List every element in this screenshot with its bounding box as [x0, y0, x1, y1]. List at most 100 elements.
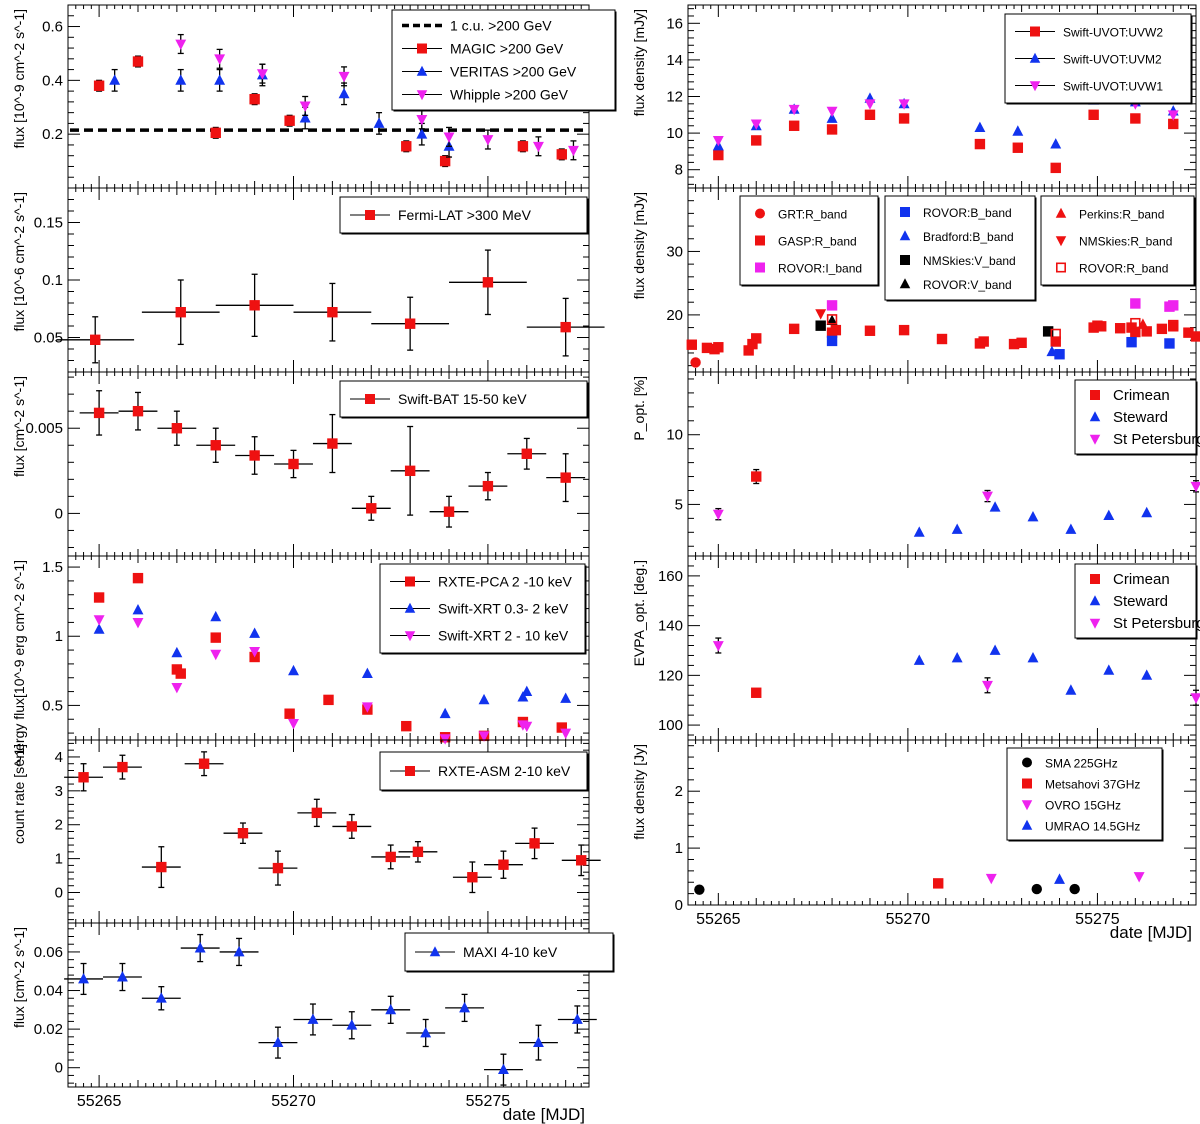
legend-marker [404, 631, 416, 642]
legend-label: Steward [1113, 409, 1168, 426]
data-point [249, 93, 260, 105]
legend-label: MAXI 4-10 keV [463, 944, 558, 960]
data-point [498, 1063, 509, 1075]
legend-marker [1089, 595, 1101, 606]
legend-marker [1089, 434, 1101, 445]
legend-marker [405, 576, 415, 587]
y-tick-label: 1.5 [42, 559, 63, 576]
data-point [951, 651, 963, 663]
data-point [420, 1026, 432, 1038]
data-point [788, 104, 800, 116]
legend-label: Fermi-LAT >300 MeV [398, 207, 532, 223]
series-steward [913, 644, 1153, 695]
data-point [256, 69, 268, 80]
series-rovor-r-band [826, 314, 1179, 340]
x-tick-label: 55270 [271, 1093, 316, 1110]
data-point [156, 861, 167, 873]
data-point [288, 458, 299, 470]
data-point [132, 617, 144, 629]
data-point [1031, 883, 1042, 895]
legend-label: NMSkies:V_band [923, 254, 1016, 268]
data-point [989, 644, 1001, 655]
legend: Perkins:R_band NMSkies:R_band ROVOR:R_band [1040, 195, 1196, 287]
data-point [743, 345, 754, 356]
data-point [1183, 327, 1194, 338]
series-swift-xrt-2-10-kev [93, 615, 572, 745]
data-point [299, 101, 311, 112]
legend: Crimean Steward St Petersburg [1074, 379, 1200, 456]
data-point [338, 71, 350, 83]
data-point [299, 112, 311, 123]
data-point [210, 440, 221, 451]
data-point [1050, 138, 1062, 149]
y-tick-label: 2 [55, 817, 63, 834]
legend: Crimean Steward St Petersburg [1074, 563, 1200, 640]
data-point [175, 39, 187, 51]
data-point [288, 718, 299, 730]
data-point [712, 641, 724, 652]
legend-label: ROVOR:V_band [923, 278, 1012, 292]
data-point [416, 128, 428, 139]
data-point [327, 438, 338, 449]
data-point [1190, 693, 1200, 704]
data-point [913, 526, 925, 537]
data-point [1130, 298, 1141, 309]
y-axis-label: flux [cm^-2 s^-1] [11, 376, 27, 477]
data-point [171, 683, 183, 694]
data-point [690, 357, 701, 368]
y-tick-label: 120 [658, 667, 683, 684]
legend-marker [416, 65, 428, 76]
legend-label: RXTE-ASM 2-10 keV [438, 763, 571, 779]
data-point [1088, 109, 1099, 120]
data-point [1168, 118, 1179, 130]
data-point [751, 333, 762, 344]
y-axis-label: flux [10^-9 cm^-2 s^-1] [11, 9, 27, 149]
data-point [951, 523, 963, 534]
data-point [751, 471, 762, 482]
legend-label: Bradford:B_band [923, 230, 1014, 244]
data-point [210, 632, 221, 643]
legend-label: GASP:R_band [778, 235, 857, 249]
data-point [109, 74, 121, 85]
y-tick-label: 160 [658, 568, 683, 585]
legend-marker [1030, 26, 1040, 37]
data-point [1167, 110, 1179, 121]
legend: MAXI 4-10 keV [404, 932, 615, 973]
legend-marker [365, 394, 375, 404]
data-point [467, 872, 478, 883]
series-bradford-b-band [1046, 345, 1058, 357]
data-point [701, 342, 713, 354]
y-tick-label: 4 [55, 749, 63, 766]
legend: ROVOR:B_band Bradford:B_band NMSkies:V_ban… [884, 195, 1037, 302]
data-point [713, 149, 724, 161]
legend-label: St Petersburg [1113, 431, 1200, 448]
data-point [1065, 523, 1077, 534]
data-point [1133, 872, 1145, 883]
data-point [694, 884, 705, 895]
y-tick-label: 0.2 [42, 126, 63, 143]
legend-marker [1022, 778, 1032, 789]
legend-marker [1021, 819, 1033, 830]
data-point [249, 450, 260, 461]
series-ovro-15ghz [985, 872, 1145, 885]
y-tick-label: 0 [55, 885, 63, 902]
data-point [385, 851, 396, 863]
series-steward [913, 501, 1153, 537]
data-point [90, 334, 101, 345]
data-point [214, 54, 226, 65]
data-point [517, 141, 529, 152]
series-swift-uvot-uvw1 [712, 99, 1179, 147]
y-axis-label: count rate [s^-1] [11, 744, 27, 844]
data-point [439, 155, 451, 167]
series-maxi-4-10-kev [64, 933, 597, 1086]
y-tick-label: 10 [666, 125, 683, 142]
y-tick-label: 2 [675, 783, 683, 800]
y-axis-label: flux density [mJy] [631, 192, 647, 299]
data-point [830, 324, 842, 336]
legend-marker [755, 262, 765, 273]
legend-marker [1055, 236, 1067, 247]
panel-l4: 0.5 1 1.5 energy flux[10^-9 erg cm^-2 s^-1]… [11, 555, 590, 766]
data-point [898, 324, 910, 336]
data-point [175, 668, 186, 679]
legend-label: GRT:R_band [778, 208, 847, 222]
